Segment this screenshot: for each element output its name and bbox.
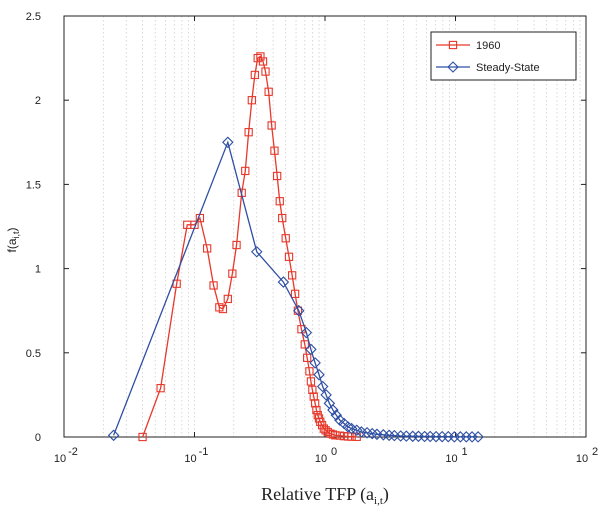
legend: 1960 Steady-State bbox=[431, 32, 576, 80]
x-tick-exponent: 0 bbox=[331, 446, 337, 458]
legend-label: 1960 bbox=[476, 40, 500, 52]
x-tick-exponent: -1 bbox=[199, 446, 209, 458]
y-tick-label: 1 bbox=[35, 264, 41, 276]
y-tick-label: 1.5 bbox=[26, 179, 41, 191]
x-tick-exponent: 2 bbox=[592, 446, 598, 458]
x-tick-label: 10 bbox=[576, 453, 588, 465]
x-tick-label: 10 bbox=[184, 453, 196, 465]
x-tick-label: 10 bbox=[315, 453, 327, 465]
y-tick-label: 0 bbox=[35, 432, 41, 444]
x-axis-label: Relative TFP (ai,t) bbox=[261, 484, 389, 507]
y-tick-label: 0.5 bbox=[26, 348, 41, 360]
x-tick-label: 10 bbox=[54, 453, 66, 465]
x-tick-exponent: 1 bbox=[461, 446, 467, 458]
y-tick-label: 2 bbox=[35, 95, 41, 107]
legend-label: Steady-State bbox=[476, 62, 540, 74]
y-axis-label: f(ai,t) bbox=[5, 227, 21, 252]
x-tick-label: 10 bbox=[445, 453, 457, 465]
x-tick-exponent: -2 bbox=[68, 446, 78, 458]
y-tick-label: 2.5 bbox=[26, 11, 41, 23]
